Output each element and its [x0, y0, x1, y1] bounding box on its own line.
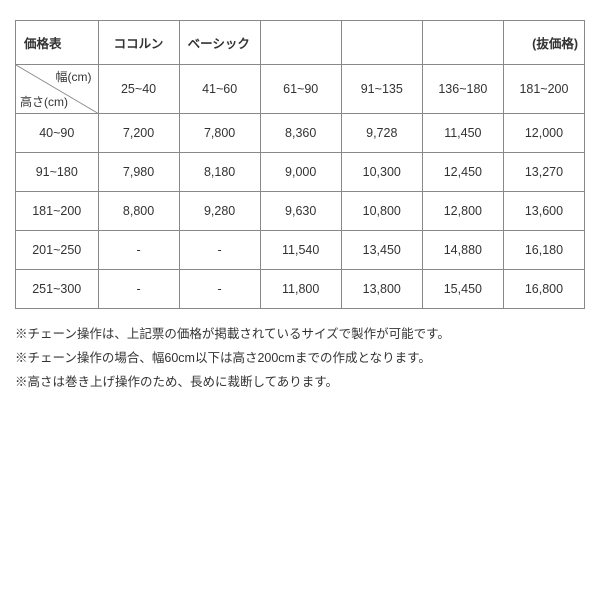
price-cell: 8,360 [260, 114, 341, 153]
table-row: 91~180 7,980 8,180 9,000 10,300 12,450 1… [16, 153, 585, 192]
price-cell: 13,270 [503, 153, 584, 192]
price-cell: 11,450 [422, 114, 503, 153]
price-table: 価格表 ココルン ベーシック (抜価格) 幅(cm) 高さ(cm) 25~40 … [15, 20, 585, 309]
price-cell: 8,180 [179, 153, 260, 192]
height-label: 高さ(cm) [20, 93, 68, 110]
note-line: ※高さは巻き上げ操作のため、長めに裁断してあります。 [15, 371, 585, 395]
price-cell: - [98, 270, 179, 309]
price-cell: 9,000 [260, 153, 341, 192]
price-cell: 15,450 [422, 270, 503, 309]
width-col: 41~60 [179, 65, 260, 114]
width-col: 181~200 [503, 65, 584, 114]
price-cell: - [179, 231, 260, 270]
width-col: 61~90 [260, 65, 341, 114]
price-cell: 7,200 [98, 114, 179, 153]
row-height: 251~300 [16, 270, 99, 309]
price-cell: 11,540 [260, 231, 341, 270]
header-col-4 [260, 21, 341, 65]
price-cell: 11,800 [260, 270, 341, 309]
price-cell: 12,800 [422, 192, 503, 231]
price-cell: 9,728 [341, 114, 422, 153]
price-cell: 13,450 [341, 231, 422, 270]
price-cell: 9,630 [260, 192, 341, 231]
width-col: 136~180 [422, 65, 503, 114]
price-cell: 14,880 [422, 231, 503, 270]
row-height: 201~250 [16, 231, 99, 270]
header-col-5 [341, 21, 422, 65]
table-row: 251~300 - - 11,800 13,800 15,450 16,800 [16, 270, 585, 309]
note-line: ※チェーン操作の場合、幅60cm以下は高さ200cmまでの作成となります。 [15, 347, 585, 371]
table-row: 201~250 - - 11,540 13,450 14,880 16,180 [16, 231, 585, 270]
price-cell: 7,980 [98, 153, 179, 192]
note-line: ※チェーン操作は、上記票の価格が掲載されているサイズで製作が可能です。 [15, 323, 585, 347]
notes-section: ※チェーン操作は、上記票の価格が掲載されているサイズで製作が可能です。 ※チェー… [15, 323, 585, 394]
price-cell: 16,800 [503, 270, 584, 309]
row-height: 91~180 [16, 153, 99, 192]
price-cell: 10,800 [341, 192, 422, 231]
price-cell: - [98, 231, 179, 270]
header-row: 価格表 ココルン ベーシック (抜価格) [16, 21, 585, 65]
table-row: 181~200 8,800 9,280 9,630 10,800 12,800 … [16, 192, 585, 231]
price-cell: 8,800 [98, 192, 179, 231]
header-col-3: ベーシック [179, 21, 260, 65]
price-cell: 10,300 [341, 153, 422, 192]
price-cell: 13,600 [503, 192, 584, 231]
row-height: 181~200 [16, 192, 99, 231]
header-col-7: (抜価格) [503, 21, 584, 65]
diagonal-header: 幅(cm) 高さ(cm) [16, 65, 99, 114]
width-row: 幅(cm) 高さ(cm) 25~40 41~60 61~90 91~135 13… [16, 65, 585, 114]
header-col-6 [422, 21, 503, 65]
table-title: 価格表 [16, 21, 99, 65]
price-cell: 12,450 [422, 153, 503, 192]
width-col: 91~135 [341, 65, 422, 114]
price-cell: 7,800 [179, 114, 260, 153]
price-cell: - [179, 270, 260, 309]
table-row: 40~90 7,200 7,800 8,360 9,728 11,450 12,… [16, 114, 585, 153]
price-cell: 12,000 [503, 114, 584, 153]
price-cell: 9,280 [179, 192, 260, 231]
row-height: 40~90 [16, 114, 99, 153]
price-cell: 13,800 [341, 270, 422, 309]
header-col-2: ココルン [98, 21, 179, 65]
width-label: 幅(cm) [56, 68, 92, 85]
price-cell: 16,180 [503, 231, 584, 270]
width-col: 25~40 [98, 65, 179, 114]
